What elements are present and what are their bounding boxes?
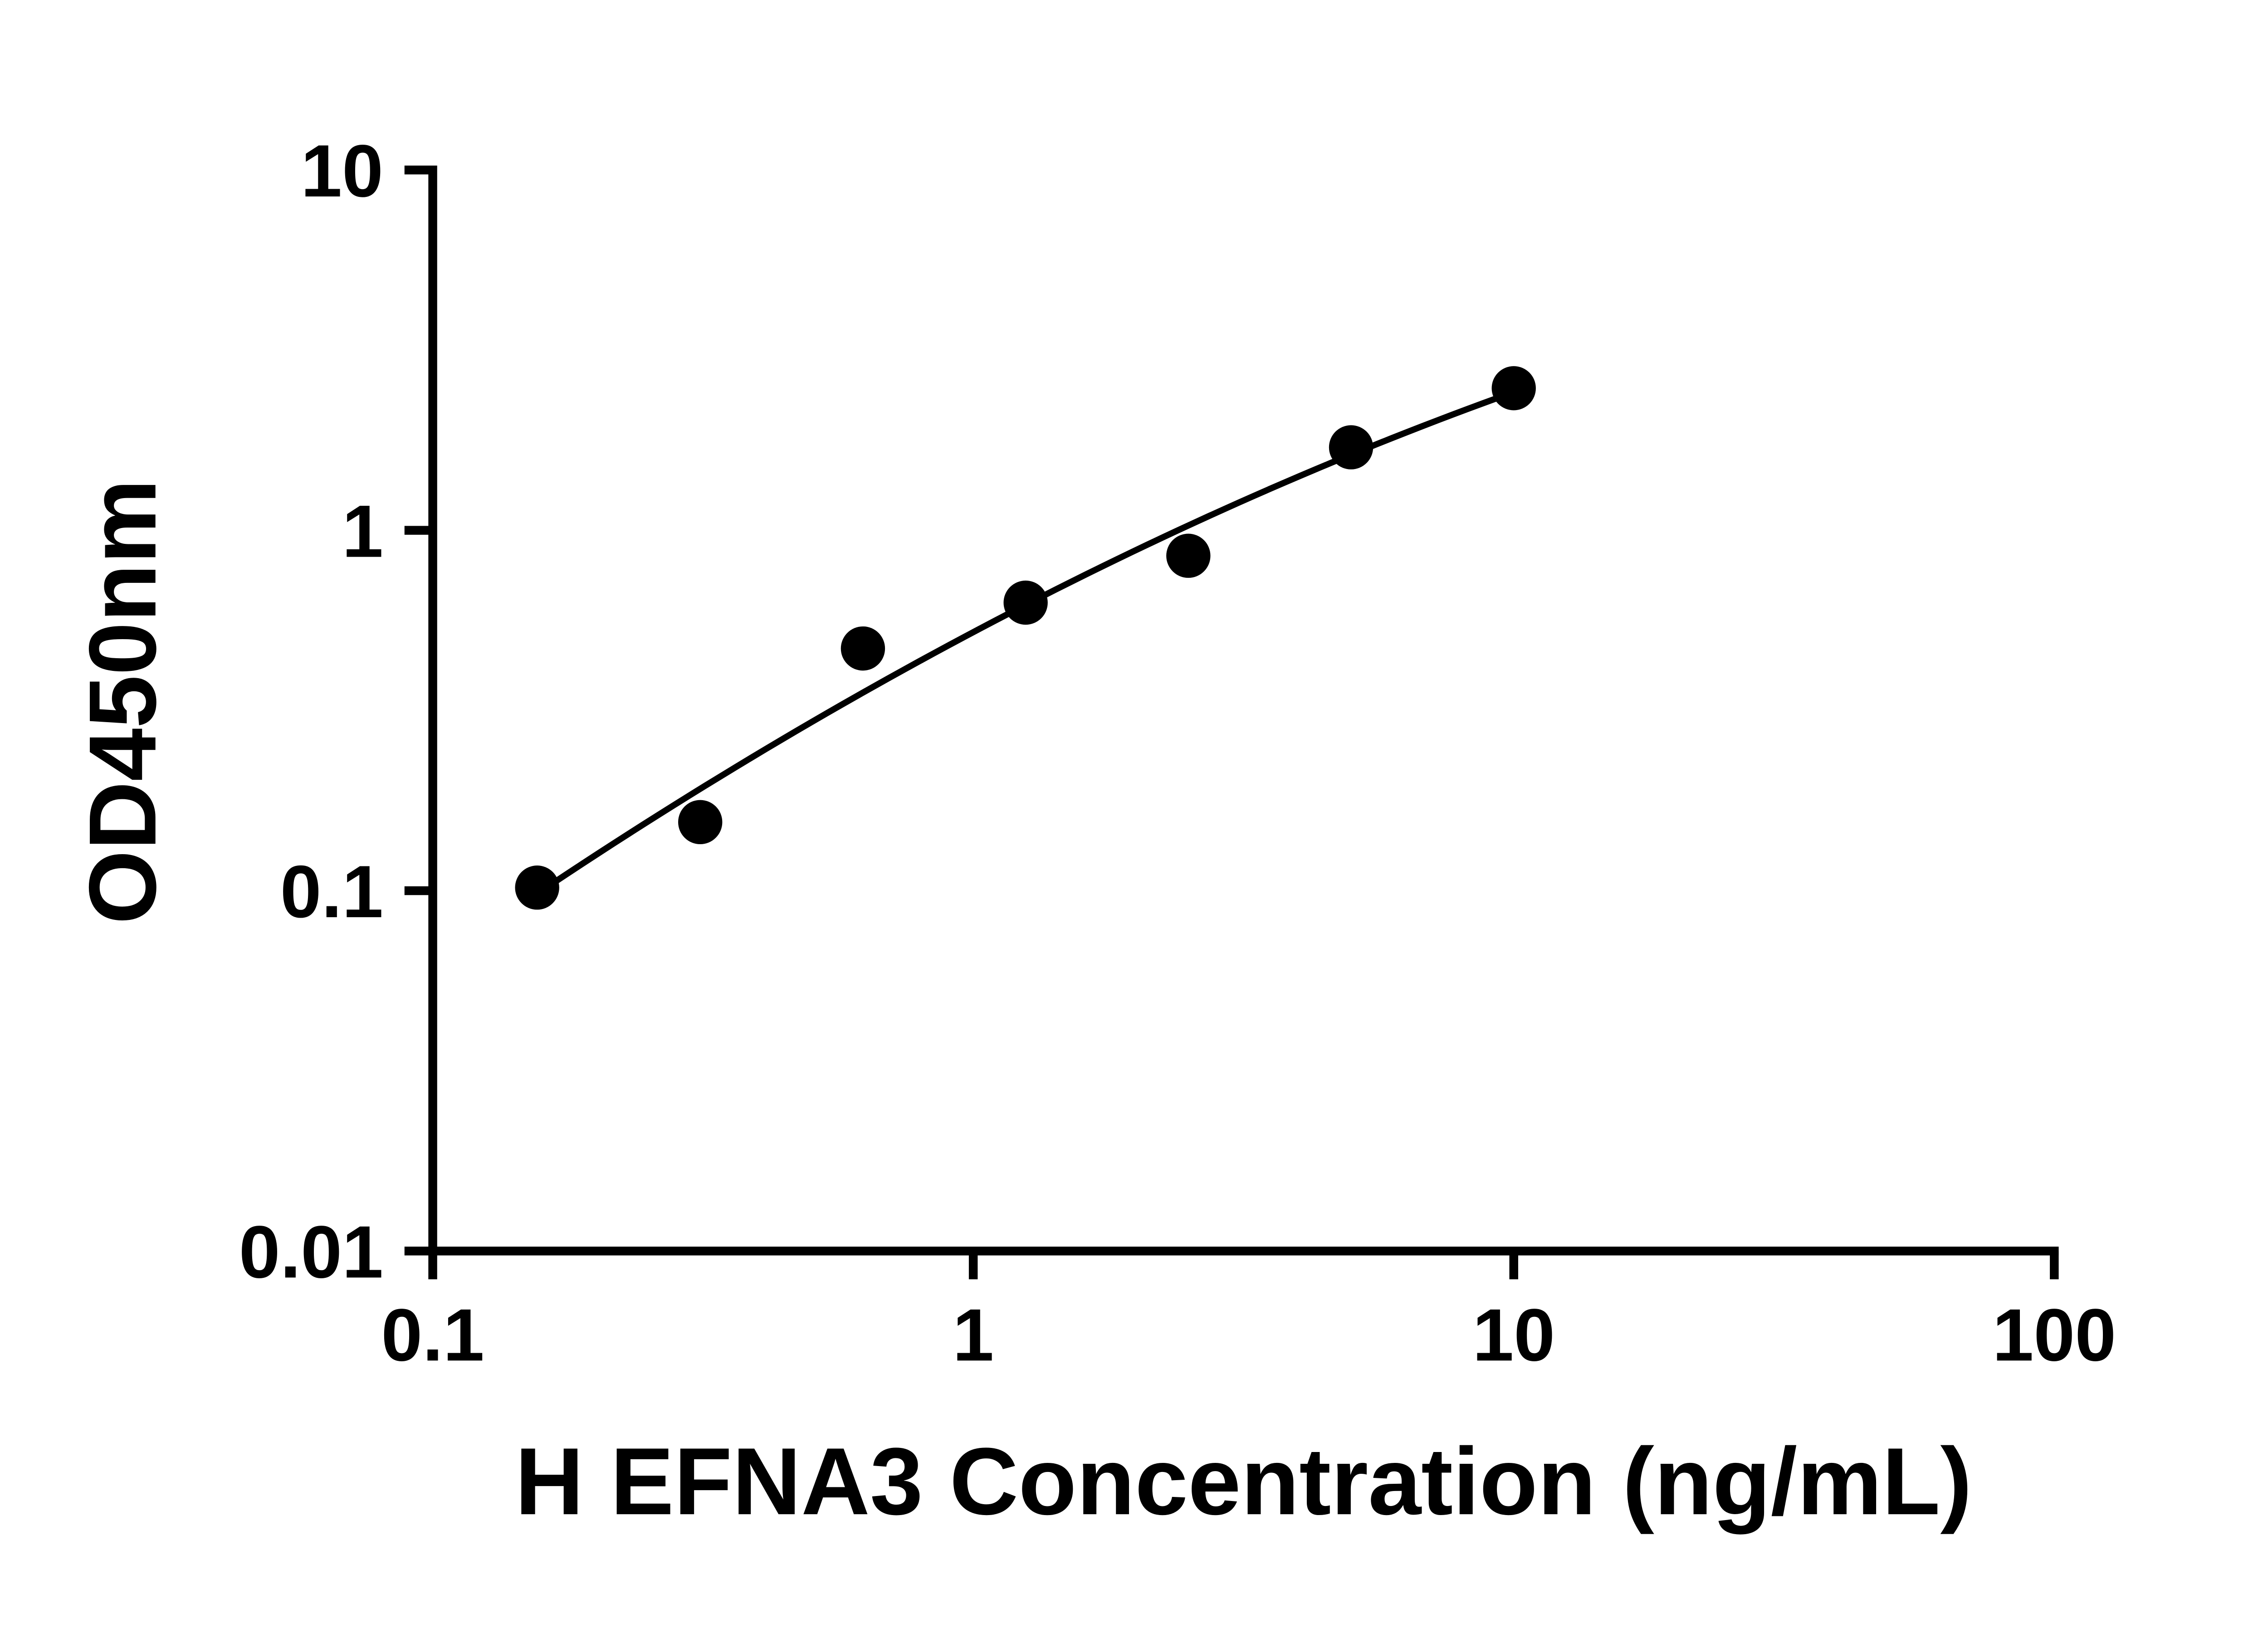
y-tick-label: 0.01	[239, 1210, 383, 1293]
y-axis-title: OD450nm	[69, 479, 176, 924]
data-point	[1491, 366, 1536, 411]
x-tick-label: 0.1	[381, 1293, 484, 1376]
x-tick-label: 10	[1472, 1293, 1555, 1376]
data-points	[515, 366, 1536, 910]
y-tick-label: 0.1	[280, 850, 383, 933]
y-tick-label: 1	[342, 490, 383, 573]
data-point	[1003, 580, 1048, 625]
x-tick-label: 100	[1992, 1293, 2116, 1376]
data-point	[678, 800, 723, 845]
data-point	[1329, 425, 1374, 469]
data-point	[841, 626, 885, 671]
data-point	[1166, 533, 1211, 578]
x-tick-label: 1	[953, 1293, 994, 1376]
y-tick-label: 10	[301, 129, 383, 212]
y-axis-ticks: 0.01 0.1 1 10	[239, 129, 433, 1293]
chart-background	[0, 21, 2268, 1612]
data-point	[515, 865, 559, 910]
x-axis-ticks: 0.1 1 10 100	[381, 1251, 2116, 1376]
x-axis-title: H EFNA3 Concentration (ng/mL)	[515, 1428, 1972, 1535]
